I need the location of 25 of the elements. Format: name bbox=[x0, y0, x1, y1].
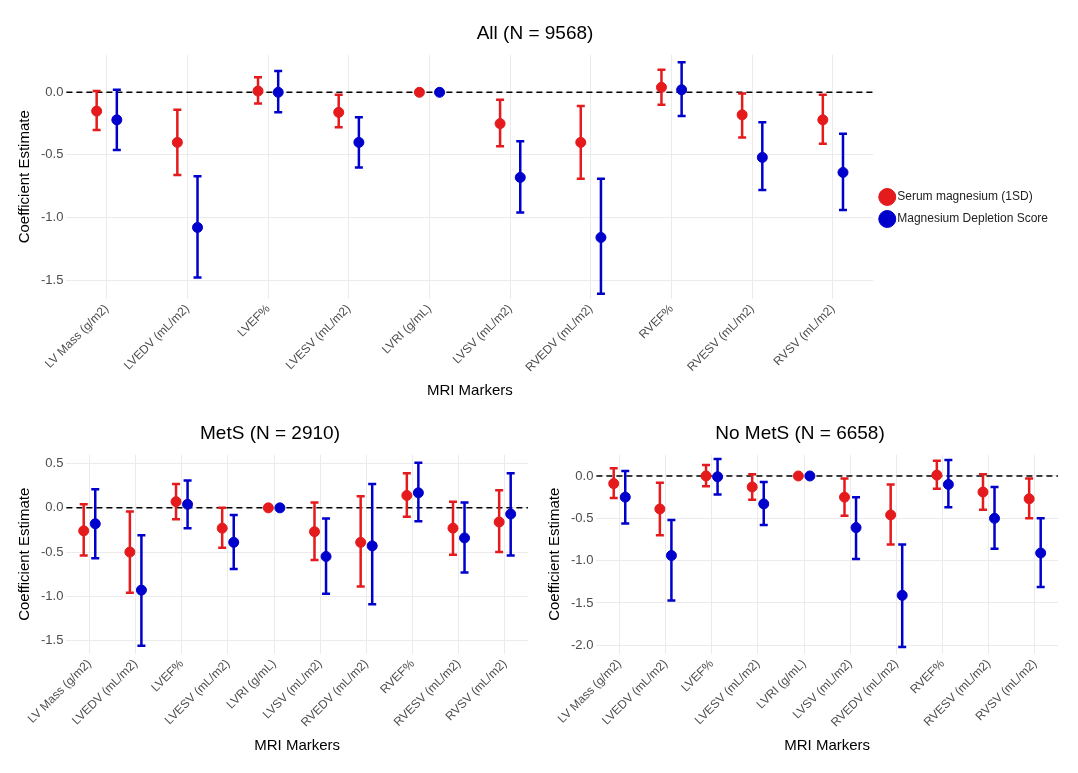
x-axis-title: MRI Markers bbox=[254, 736, 341, 754]
y-tick-label: -0.5 bbox=[40, 543, 64, 559]
y-axis-title: Coefficient Estimate bbox=[545, 487, 563, 621]
y-axis-title: Coefficient Estimate bbox=[15, 487, 33, 621]
y-tick-label: -1.0 bbox=[40, 587, 64, 603]
y-tick-label: -0.5 bbox=[40, 146, 64, 162]
chart-title: All (N = 9568) bbox=[476, 21, 594, 43]
legend-label: Serum magnesium (1SD) bbox=[897, 189, 1033, 204]
chart-title: MetS (N = 2910) bbox=[200, 421, 340, 443]
x-axis-title: MRI Markers bbox=[784, 736, 871, 754]
y-tick-label: -1.0 bbox=[40, 209, 64, 225]
y-tick-label: 0.0 bbox=[45, 499, 64, 515]
y-axis-title: Coefficient Estimate bbox=[15, 110, 33, 244]
y-tick-label: -1.5 bbox=[40, 271, 64, 287]
chart-title: No MetS (N = 6658) bbox=[715, 421, 885, 443]
y-tick-label: -1.5 bbox=[570, 594, 594, 610]
y-tick-label: 0.5 bbox=[45, 455, 64, 471]
y-tick-label: -1.5 bbox=[40, 632, 64, 648]
y-tick-label: -0.5 bbox=[570, 509, 594, 525]
y-tick-label: -2.0 bbox=[570, 636, 594, 652]
y-tick-label: -1.0 bbox=[570, 552, 594, 568]
y-tick-label: 0.0 bbox=[45, 83, 64, 99]
legend-label: Magnesium Depletion Score bbox=[897, 211, 1049, 226]
x-axis-title: MRI Markers bbox=[426, 381, 513, 399]
y-tick-label: 0.0 bbox=[575, 467, 594, 483]
